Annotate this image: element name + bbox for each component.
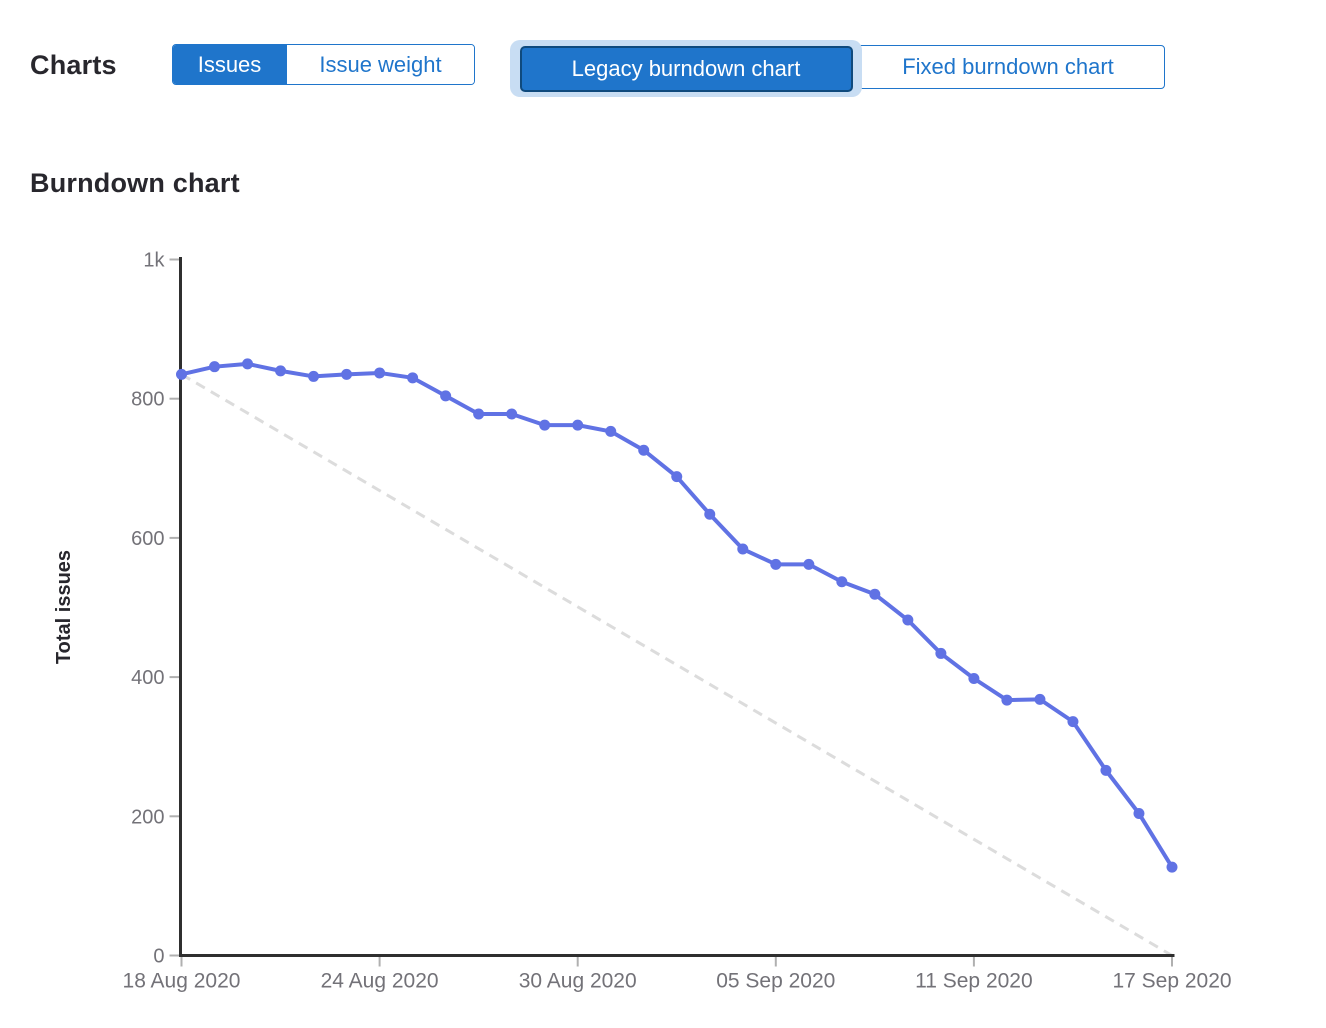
guideline-dashed-line bbox=[180, 373, 1173, 957]
data-point[interactable] bbox=[275, 365, 287, 377]
data-point[interactable] bbox=[935, 647, 947, 659]
data-point[interactable] bbox=[242, 358, 254, 370]
data-point[interactable] bbox=[209, 361, 221, 373]
y-axis-title: Total issues bbox=[53, 550, 75, 664]
data-point[interactable] bbox=[473, 408, 485, 420]
data-point[interactable] bbox=[407, 372, 419, 384]
charts-label: Charts bbox=[30, 50, 117, 80]
data-point[interactable] bbox=[671, 471, 683, 483]
data-point[interactable] bbox=[1133, 808, 1145, 820]
data-point[interactable] bbox=[506, 408, 518, 420]
burndown-series-line bbox=[179, 361, 1174, 870]
toggle-issues-button[interactable]: Issues bbox=[173, 45, 286, 84]
data-point[interactable] bbox=[440, 390, 452, 402]
x-tick-label: 24 Aug 2020 bbox=[321, 970, 439, 993]
data-point[interactable] bbox=[803, 558, 815, 570]
x-tick-label: 17 Sep 2020 bbox=[1112, 970, 1231, 993]
y-tick-label: 400 bbox=[131, 667, 164, 689]
data-point[interactable] bbox=[605, 425, 617, 437]
y-tick-label: 600 bbox=[131, 528, 164, 550]
x-tick-label: 18 Aug 2020 bbox=[123, 970, 241, 993]
data-point[interactable] bbox=[770, 558, 782, 570]
burndown-chart-title: Burndown chart bbox=[30, 168, 240, 198]
data-point[interactable] bbox=[374, 367, 386, 379]
focus-ring: Legacy burndown chart bbox=[510, 40, 862, 97]
y-tick-label: 1k bbox=[143, 250, 165, 272]
data-point[interactable] bbox=[704, 508, 716, 520]
y-tick-label: 800 bbox=[131, 389, 164, 411]
x-tick-label: 05 Sep 2020 bbox=[716, 970, 835, 993]
data-point[interactable] bbox=[737, 543, 749, 555]
data-point[interactable] bbox=[539, 419, 551, 431]
x-tick-label: 11 Sep 2020 bbox=[915, 970, 1033, 993]
data-point[interactable] bbox=[968, 672, 980, 684]
data-point[interactable] bbox=[902, 614, 914, 626]
data-point[interactable] bbox=[1067, 716, 1079, 728]
metric-toggle-group: Issues Issue weight bbox=[172, 44, 475, 85]
burndown-chart: 0 200 400 600 800 1k 18 Aug 2020 24 Aug 2020 30 … bbox=[53, 250, 1232, 993]
data-point[interactable] bbox=[638, 444, 650, 456]
toggle-legacy-burndown-button[interactable]: Legacy burndown chart bbox=[519, 45, 853, 92]
data-point[interactable] bbox=[176, 368, 187, 380]
data-point[interactable] bbox=[1100, 764, 1112, 776]
toggle-fixed-burndown-button[interactable]: Fixed burndown chart bbox=[851, 45, 1165, 89]
data-point[interactable] bbox=[308, 370, 320, 382]
data-point[interactable] bbox=[1034, 693, 1046, 705]
y-tick-label: 200 bbox=[131, 806, 164, 828]
data-point[interactable] bbox=[1001, 694, 1013, 706]
data-point[interactable] bbox=[572, 419, 584, 431]
data-point[interactable] bbox=[869, 588, 881, 600]
data-point[interactable] bbox=[836, 576, 848, 588]
x-tick-label: 30 Aug 2020 bbox=[519, 970, 637, 993]
toggle-issue-weight-button[interactable]: Issue weight bbox=[286, 45, 474, 84]
data-point[interactable] bbox=[1166, 861, 1178, 873]
y-tick-label: 0 bbox=[153, 946, 164, 968]
data-point[interactable] bbox=[341, 368, 353, 380]
